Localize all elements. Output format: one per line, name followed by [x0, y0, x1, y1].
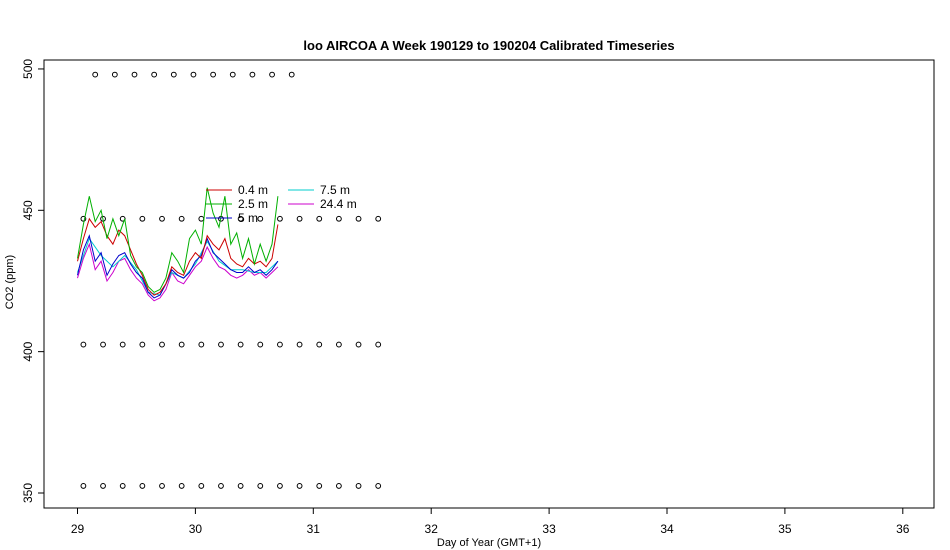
data-point-marker [316, 341, 323, 348]
data-point-marker [198, 483, 205, 489]
axes: 29 30 31 32 33 34 35 36 350 400 450 500 [21, 59, 910, 536]
x-tick-label: 35 [778, 522, 792, 536]
data-point-marker [139, 215, 146, 222]
data-point-marker [355, 341, 362, 348]
series-line-2-5-m [77, 187, 279, 293]
marker-rows [80, 71, 382, 489]
data-point-marker [335, 341, 342, 348]
data-point-marker [375, 483, 382, 489]
plot-area [43, 59, 935, 509]
data-point-marker [229, 71, 236, 78]
data-point-marker [151, 71, 158, 78]
x-tick-label: 32 [425, 522, 439, 536]
data-point-marker [100, 483, 106, 489]
data-point-marker [355, 483, 362, 489]
data-point-marker [375, 215, 382, 222]
data-point-marker [237, 483, 244, 489]
data-point-marker [178, 341, 185, 348]
series-lines [77, 187, 279, 302]
data-point-marker [277, 483, 283, 489]
data-point-marker [237, 341, 244, 348]
data-point-marker [288, 71, 295, 78]
data-point-marker [335, 215, 342, 222]
y-tick-label: 500 [21, 59, 35, 79]
x-tick-label: 31 [307, 522, 321, 536]
x-tick-label: 33 [542, 522, 556, 536]
x-tick-label: 29 [71, 522, 85, 536]
data-point-marker [190, 71, 197, 78]
data-point-marker [316, 483, 323, 489]
data-point-marker [218, 341, 224, 348]
legend-label: 24.4 m [320, 197, 357, 211]
data-point-marker [119, 341, 126, 348]
data-point-marker [257, 483, 264, 489]
data-point-marker [296, 483, 303, 489]
data-point-marker [210, 71, 217, 78]
data-point-marker [139, 341, 146, 348]
y-tick-label: 400 [21, 341, 35, 361]
data-point-marker [111, 71, 118, 78]
x-tick-label: 34 [660, 522, 674, 536]
data-point-marker [100, 341, 106, 348]
data-point-marker [355, 215, 362, 222]
x-tick-label: 30 [189, 522, 203, 536]
data-point-marker [218, 483, 224, 489]
legend-label: 2.5 m [238, 197, 268, 211]
x-axis-label: Day of Year (GMT+1) [437, 537, 541, 549]
legend: 0.4 m2.5 m5 m 7.5 m24.4 m [206, 183, 357, 225]
data-point-marker [131, 71, 138, 78]
data-point-marker [316, 215, 323, 222]
data-point-marker [80, 483, 87, 489]
data-point-marker [198, 341, 205, 348]
series-line-24-4-m [77, 242, 279, 302]
x-tick-label: 36 [896, 522, 910, 536]
data-point-marker [198, 215, 205, 222]
data-point-marker [269, 71, 275, 78]
data-point-marker [178, 215, 185, 222]
data-point-marker [159, 483, 165, 489]
data-point-marker [80, 215, 87, 222]
data-point-marker [170, 71, 177, 78]
data-point-marker [296, 341, 303, 348]
data-point-marker [237, 215, 244, 222]
data-point-marker [178, 483, 185, 489]
data-point-marker [139, 483, 146, 489]
data-point-marker [249, 71, 256, 78]
legend-label: 0.4 m [238, 183, 268, 197]
data-point-marker [119, 483, 126, 489]
series-line-5-m [77, 234, 279, 299]
data-point-marker [92, 71, 99, 78]
data-point-marker [296, 215, 303, 222]
data-point-marker [159, 215, 165, 222]
y-tick-label: 450 [21, 200, 35, 220]
series-line-0-4-m [77, 217, 279, 296]
data-point-marker [80, 341, 87, 348]
legend-label: 5 m [238, 211, 258, 225]
chart-title: loo AIRCOA A Week 190129 to 190204 Calib… [303, 38, 674, 53]
y-axis-label: CO2 (ppm) [4, 255, 16, 309]
data-point-marker [375, 341, 382, 348]
data-point-marker [159, 341, 165, 348]
data-point-marker [257, 341, 264, 348]
legend-label: 7.5 m [320, 183, 350, 197]
y-tick-label: 350 [21, 483, 35, 503]
data-point-marker [277, 341, 283, 348]
plot-frame [43, 59, 935, 509]
data-point-marker [335, 483, 342, 489]
data-point-marker [277, 215, 283, 222]
data-point-marker [257, 215, 264, 222]
